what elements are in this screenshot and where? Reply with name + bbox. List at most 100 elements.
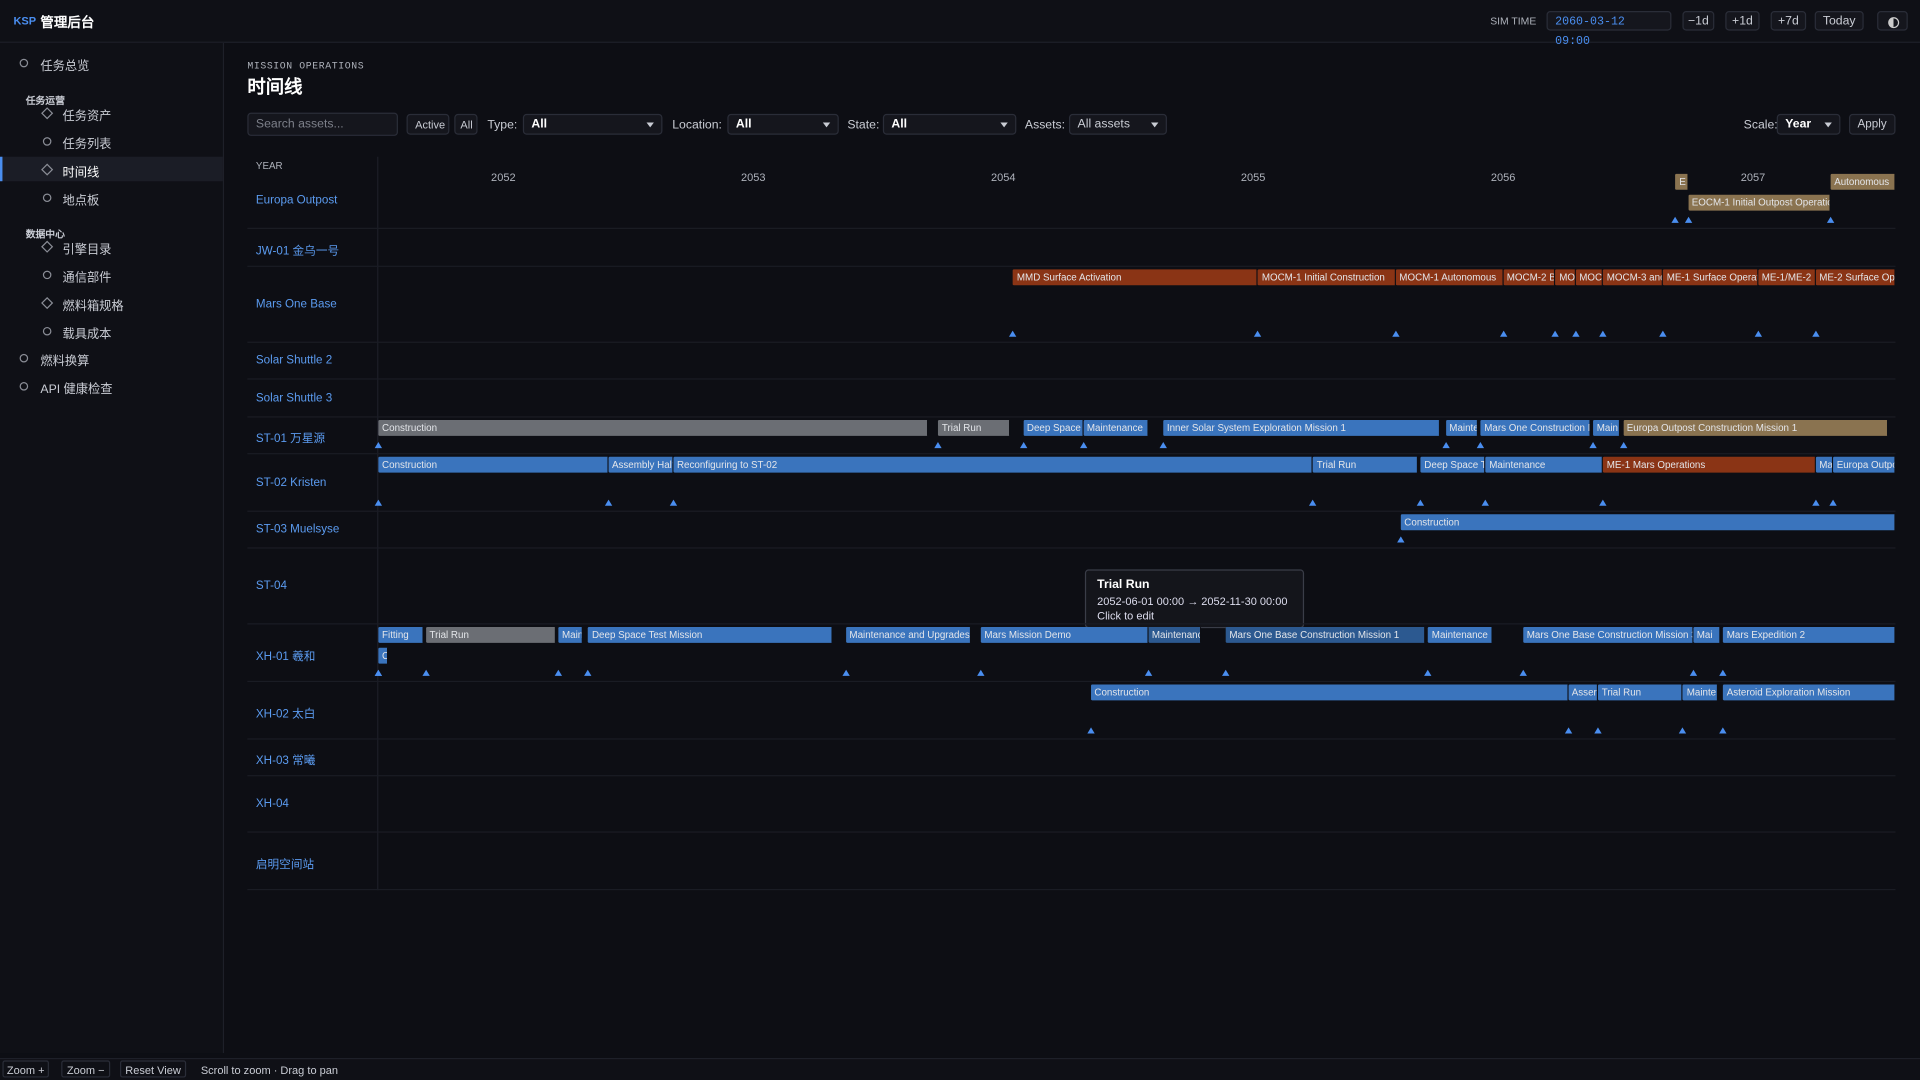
nav-item[interactable]: 通信部件: [62, 271, 112, 286]
timeline-bar[interactable]: MOC: [1575, 269, 1604, 286]
timeline-bar[interactable]: MO: [1555, 269, 1576, 286]
scale-select[interactable]: Year: [1776, 113, 1841, 135]
timeline-bar[interactable]: Maintenance: [1428, 626, 1494, 643]
timeline-bar[interactable]: Fitting: [378, 626, 424, 643]
timeline-bar[interactable]: Maintenance: [1485, 456, 1604, 473]
timeline-bar[interactable]: Mai: [1815, 456, 1834, 473]
nav-item[interactable]: 燃料箱规格: [62, 300, 124, 314]
footer-button[interactable]: Zoom −: [61, 1060, 111, 1078]
label-divider: [377, 156, 379, 891]
timeline-bar[interactable]: Main: [1593, 420, 1621, 436]
timeline-bar[interactable]: ME-2 Surface Ope: [1815, 269, 1896, 286]
timeline-bar[interactable]: Asser: [1568, 684, 1599, 701]
nav-item[interactable]: 引擎目录: [62, 243, 112, 258]
timeline-bar[interactable]: Maintenanc: [1148, 626, 1201, 643]
row-name[interactable]: JW-01 金乌一号: [255, 244, 340, 258]
nav-item[interactable]: 燃料换算: [40, 355, 90, 369]
milestone: [1754, 330, 1762, 337]
timeline-bar[interactable]: Maintenance and Upgrades: [845, 626, 971, 643]
timeline-bar[interactable]: ME-1/ME-2: [1758, 269, 1816, 286]
timeline-bar[interactable]: Autonomous: [1830, 173, 1896, 190]
timeline-bar[interactable]: MMD Surface Activation: [1013, 269, 1259, 286]
nav-item[interactable]: 载具成本: [62, 328, 112, 342]
timeline-bar[interactable]: Trial Run: [938, 420, 1011, 436]
row-name[interactable]: Solar Shuttle 2: [255, 353, 333, 368]
row-name[interactable]: Solar Shuttle 3: [255, 391, 333, 405]
row-name[interactable]: Mars One Base: [255, 297, 337, 312]
timeline-bar[interactable]: Deep Space: [1023, 420, 1084, 436]
nav-item[interactable]: 时间线: [62, 166, 100, 180]
timeline-bar[interactable]: Maintenance: [1083, 420, 1149, 436]
timeline-bar[interactable]: E: [1675, 173, 1689, 190]
timeline-bar[interactable]: Mars One Base Construction Mission 3: [1523, 626, 1694, 643]
timeline-bar[interactable]: Mars Expedition 2: [1723, 626, 1896, 643]
search-input[interactable]: Search assets...: [247, 112, 398, 136]
timeline-bar[interactable]: Main: [558, 626, 584, 643]
nav-item[interactable]: API 健康检查: [40, 383, 113, 397]
row-name[interactable]: 启明空间站: [255, 857, 315, 872]
timeline-bar[interactable]: Europa Outpo: [1833, 456, 1896, 473]
timeline-bar[interactable]: Deep Space Test Mission: [588, 626, 834, 643]
topbar-button[interactable]: +1d: [1725, 11, 1760, 31]
timeline-bar[interactable]: Construction: [1090, 684, 1569, 701]
timeline-bar[interactable]: Trial Run: [1598, 684, 1684, 701]
nav-item[interactable]: 任务总览: [40, 60, 90, 74]
row-name[interactable]: XH-04: [255, 797, 289, 811]
row-name[interactable]: ST-01 万星源: [255, 432, 326, 446]
timeline-bar[interactable]: Mai: [1693, 626, 1721, 643]
sim-time[interactable]: 2060-03-12 09:00: [1546, 11, 1672, 48]
timeline-bar[interactable]: Assembly Halt: [608, 456, 674, 473]
timeline-bar[interactable]: Inner Solar System Exploration Mission 1: [1163, 420, 1441, 436]
timeline-bar[interactable]: Construction: [378, 420, 929, 436]
nav-group[interactable]: 数据中心: [25, 228, 65, 240]
row-name[interactable]: ST-02 Kristen: [255, 475, 327, 490]
timeline-bar[interactable]: MOCM-1 Initial Construction: [1258, 269, 1396, 286]
timeline-bar[interactable]: Europa Outpost Construction Mission 1: [1623, 420, 1888, 436]
timeline-bar[interactable]: Mainte: [1683, 684, 1719, 701]
nav-group[interactable]: 任务运营: [25, 95, 65, 107]
topbar-button[interactable]: Today: [1814, 11, 1864, 31]
timeline-bar[interactable]: Construction: [378, 456, 609, 473]
timeline-bar[interactable]: Deep Space Te: [1420, 456, 1486, 473]
timeline-bar[interactable]: ME-1 Mars Operations: [1603, 456, 1816, 473]
timeline-bar[interactable]: Trial Run: [425, 626, 556, 643]
milestone: [1719, 669, 1727, 676]
topbar-button[interactable]: −1d: [1682, 11, 1715, 31]
toggle-all[interactable]: All: [454, 113, 478, 135]
logo[interactable]: KSP: [13, 14, 37, 27]
footer-button[interactable]: Reset View: [120, 1060, 187, 1078]
timeline-bar[interactable]: Mainte: [1445, 420, 1479, 436]
nav-item[interactable]: 地点板: [62, 194, 100, 209]
apply-button[interactable]: Apply: [1848, 113, 1896, 135]
row-name[interactable]: XH-01 羲和: [255, 649, 316, 664]
timeline-bar[interactable]: MOCM-1 Autonomous: [1395, 269, 1504, 286]
timeline-bar[interactable]: Mars Mission Demo: [980, 626, 1149, 643]
theme-toggle[interactable]: [1877, 11, 1908, 31]
timeline-bar[interactable]: Mars One Base Construction Mission 1: [1225, 626, 1426, 643]
timeline-bar[interactable]: MOCM-2 B: [1503, 269, 1556, 286]
timeline-bar[interactable]: ME-1 Surface Operat: [1663, 269, 1759, 286]
milestone: [1679, 727, 1687, 734]
toggle-active[interactable]: Active: [406, 113, 450, 135]
timeline-bar[interactable]: Mars One Construction M: [1480, 420, 1591, 436]
timeline-bar[interactable]: Reconfiguring to ST-02: [673, 456, 1314, 473]
row-name[interactable]: XH-03 常曦: [255, 754, 316, 768]
nav-item[interactable]: 任务资产: [62, 110, 112, 124]
timeline-bar[interactable]: Co: [378, 647, 389, 664]
assets-dropdown[interactable]: All assets: [1068, 113, 1167, 135]
timeline-bar[interactable]: Asteroid Exploration Mission: [1723, 684, 1896, 701]
timeline-bar[interactable]: Trial Run: [1313, 456, 1419, 473]
type-select[interactable]: All: [522, 113, 663, 135]
topbar-button[interactable]: +7d: [1770, 11, 1807, 31]
footer-button[interactable]: Zoom +: [2, 1060, 49, 1078]
nav-item[interactable]: 任务列表: [62, 138, 112, 152]
timeline-bar[interactable]: MOCM-3 and: [1603, 269, 1664, 286]
row-name[interactable]: ST-03 Muelsyse: [255, 522, 340, 537]
row-name[interactable]: Europa Outpost: [255, 192, 338, 207]
location-select[interactable]: All: [727, 113, 839, 135]
row-name[interactable]: ST-04: [255, 579, 287, 593]
timeline-bar[interactable]: Construction: [1400, 514, 1896, 531]
row-name[interactable]: XH-02 太白: [255, 707, 316, 721]
timeline-bar[interactable]: EOCM-1 Initial Outpost Operatio: [1688, 194, 1831, 211]
state-select[interactable]: All: [882, 113, 1017, 135]
